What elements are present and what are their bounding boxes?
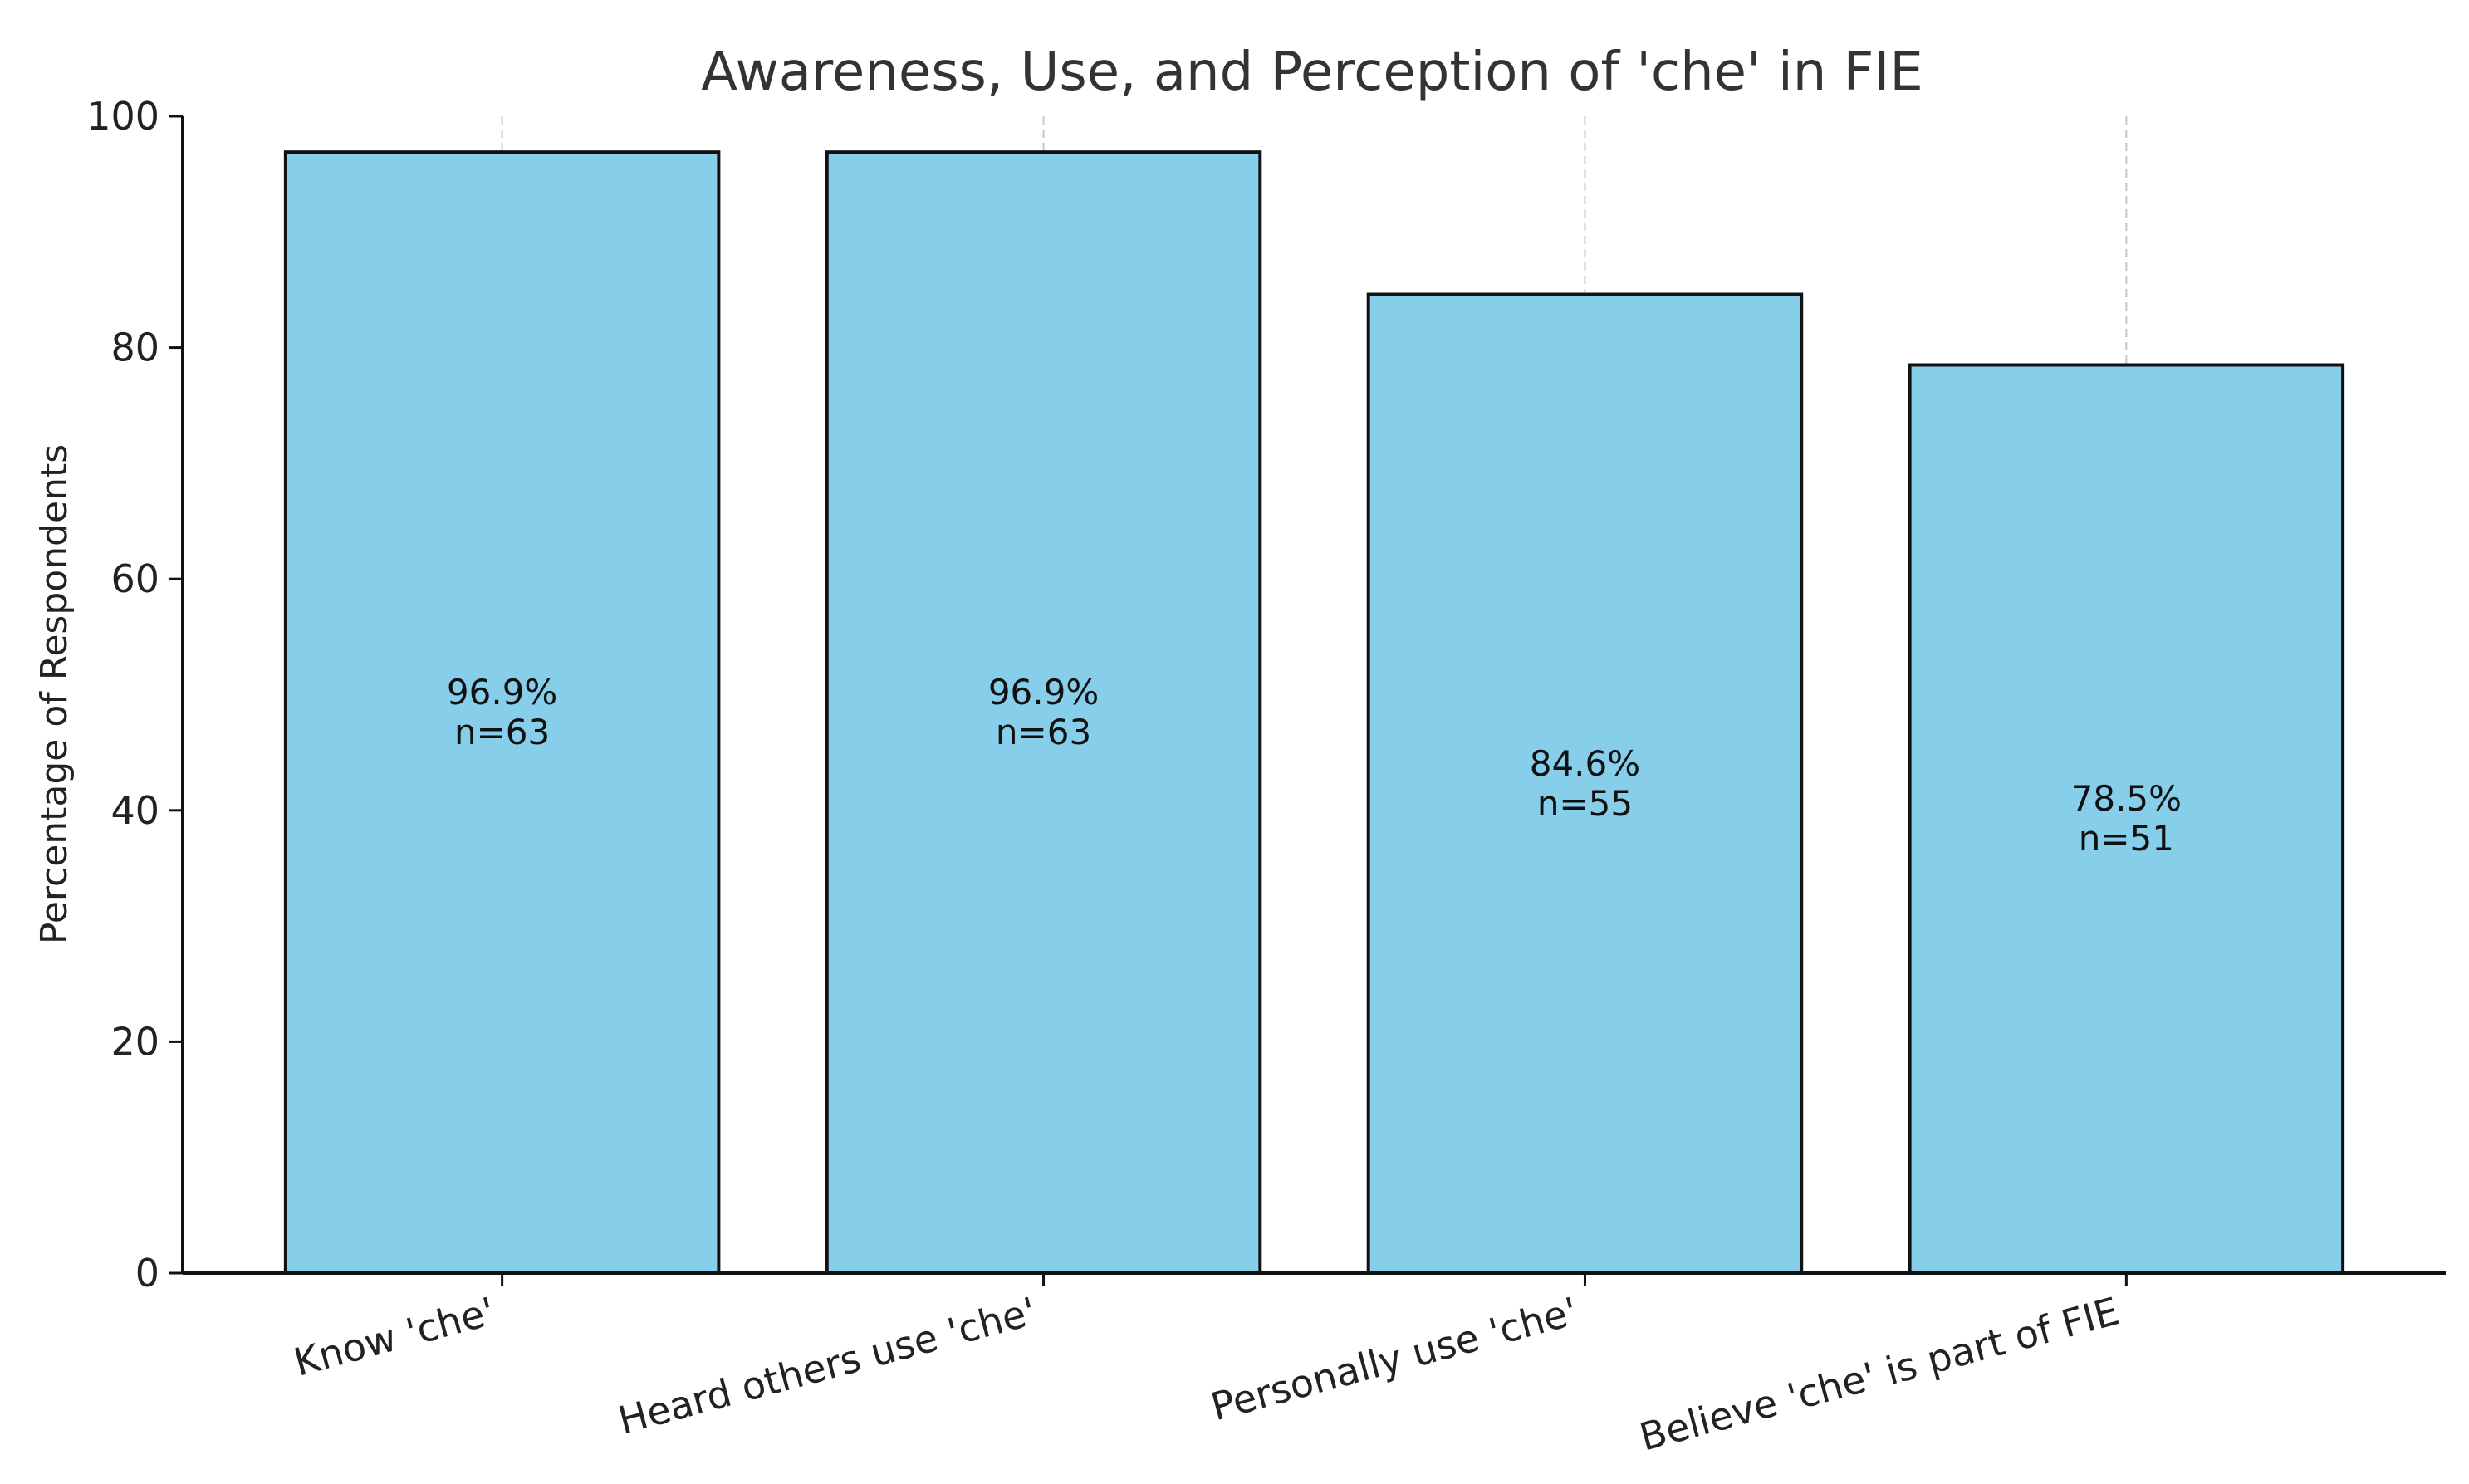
y-tick-label: 40	[110, 788, 159, 833]
bar-count-label: n=51	[2079, 818, 2174, 859]
y-tick-label: 20	[110, 1019, 159, 1064]
bar-count-label: n=55	[1537, 783, 1633, 824]
bar-value-label: 96.9%	[447, 672, 557, 713]
bar-value-label: 96.9%	[988, 672, 1099, 713]
x-tick-label: Personally use 'che'	[1207, 1288, 1583, 1429]
x-tick-label: Heard others use 'che'	[614, 1288, 1041, 1442]
bar	[1366, 292, 1804, 1276]
bar	[283, 150, 721, 1276]
y-tick-label: 100	[86, 94, 159, 139]
y-tick-label: 80	[110, 326, 159, 370]
y-tick-label: 0	[135, 1251, 159, 1295]
bar	[1908, 363, 2345, 1275]
bar-count-label: n=63	[996, 712, 1091, 752]
bar-value-label: 84.6%	[1530, 743, 1640, 784]
y-axis-label: Percentage of Respondents	[33, 444, 76, 944]
bar-value-label: 78.5%	[2071, 778, 2182, 819]
x-tick-label: Know 'che'	[289, 1288, 499, 1384]
axes	[181, 116, 2446, 1275]
x-tick-label: Believe 'che' is part of FIE	[1635, 1288, 2124, 1459]
gridlines	[501, 116, 2128, 1273]
y-ticks: 0 20 40 60 80 100	[86, 94, 183, 1295]
x-ticks: Know 'che' Heard others use 'che' Personal…	[289, 1273, 2128, 1460]
y-tick-label: 60	[110, 556, 159, 601]
bars	[283, 150, 2345, 1276]
chart-title: Awareness, Use, and Perception of 'che' …	[701, 42, 1923, 103]
bar-count-label: n=63	[454, 712, 550, 752]
